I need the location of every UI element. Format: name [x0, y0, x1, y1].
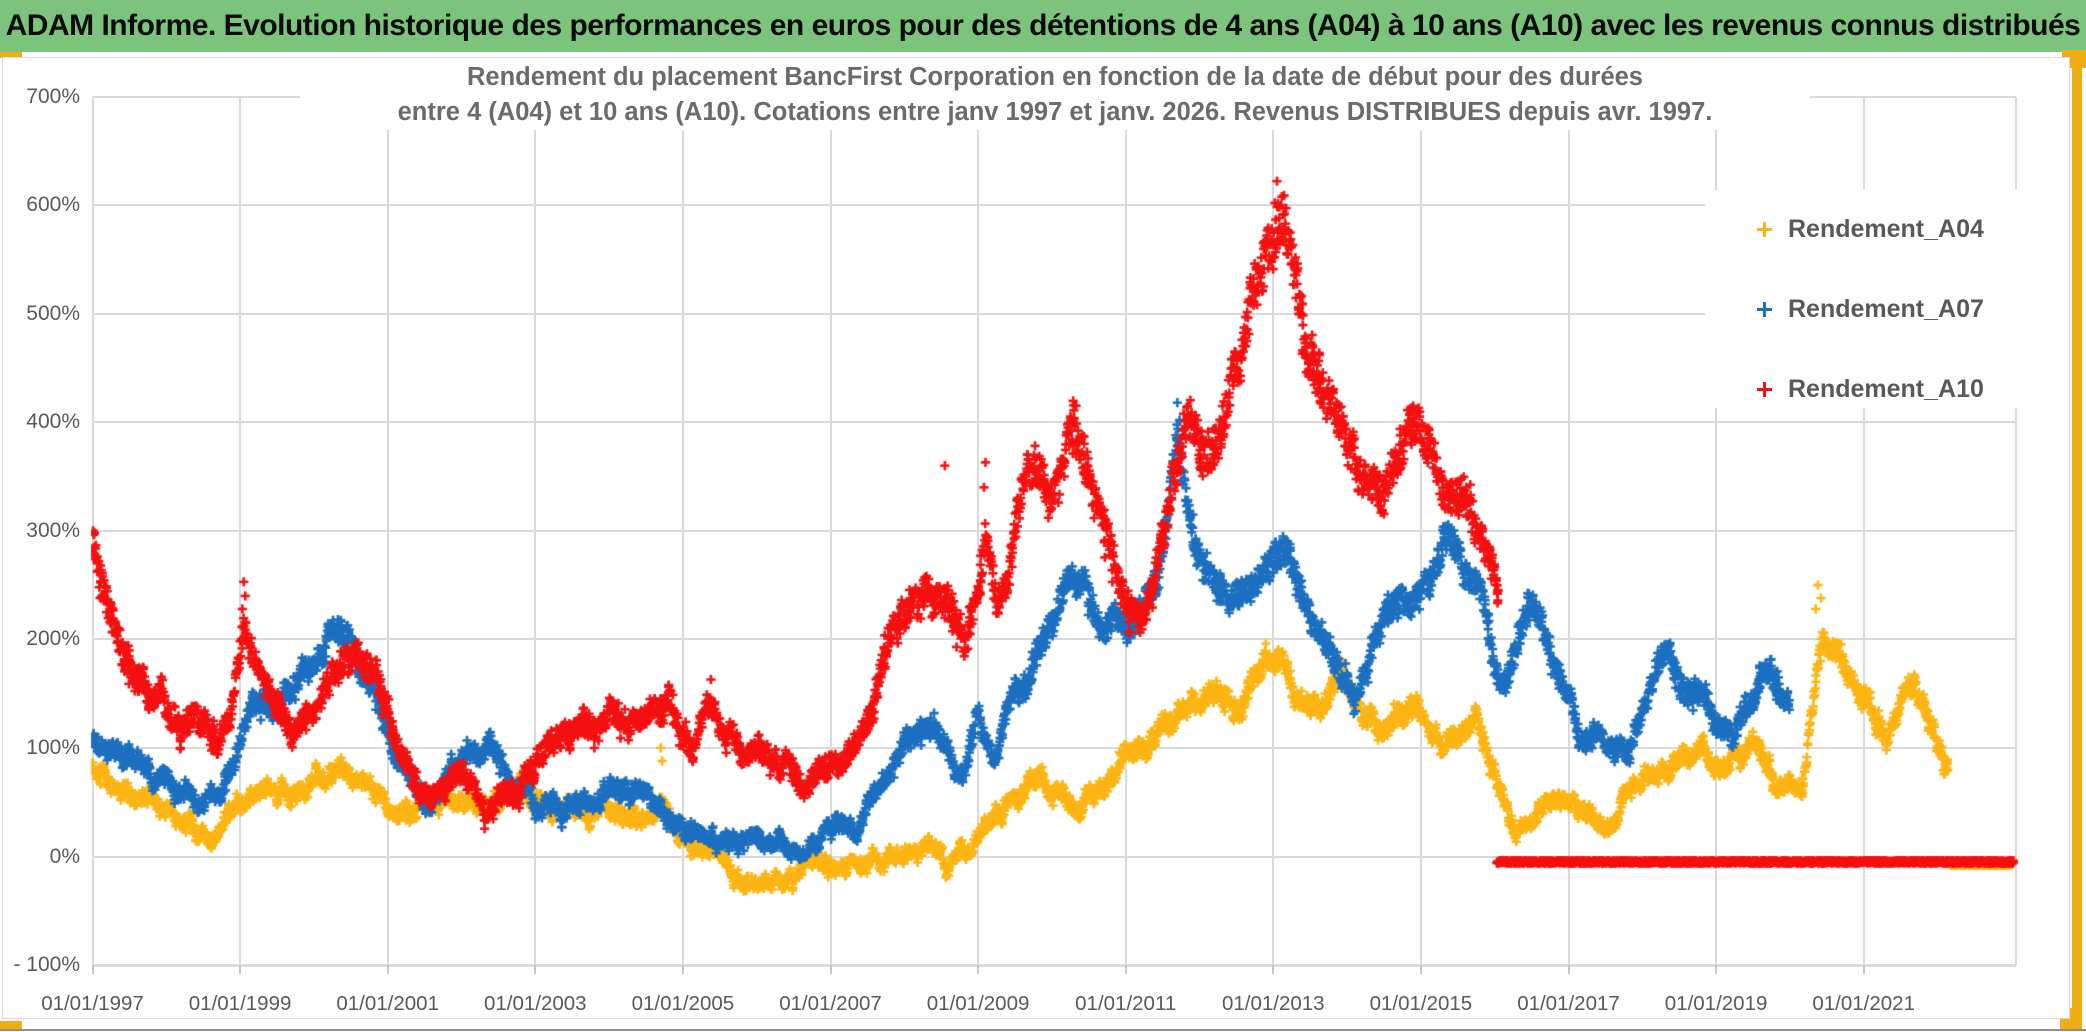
- legend-label: Rendement_A04: [1788, 214, 1984, 243]
- legend-item-Rendement_A10[interactable]: Rendement_A10: [1705, 364, 2062, 414]
- chart-title-line2: entre 4 (A04) et 10 ans (A10). Cotations…: [397, 98, 1713, 126]
- legend-label: Rendement_A07: [1788, 294, 1984, 323]
- plus-marker-icon: [1757, 301, 1772, 317]
- chart-title: Rendement du placement BancFirst Corpora…: [300, 60, 1810, 130]
- legend-label: Rendement_A10: [1788, 374, 1984, 403]
- chart-title-line1: Rendement du placement BancFirst Corpora…: [467, 63, 1643, 91]
- plus-marker-icon: [1757, 381, 1772, 397]
- legend: Rendement_A04 Rendement_A07 Rendement_A10: [1705, 190, 2062, 408]
- legend-item-Rendement_A07[interactable]: Rendement_A07: [1705, 284, 2062, 334]
- plus-marker-icon: [1757, 221, 1772, 237]
- legend-item-Rendement_A04[interactable]: Rendement_A04: [1705, 204, 2062, 254]
